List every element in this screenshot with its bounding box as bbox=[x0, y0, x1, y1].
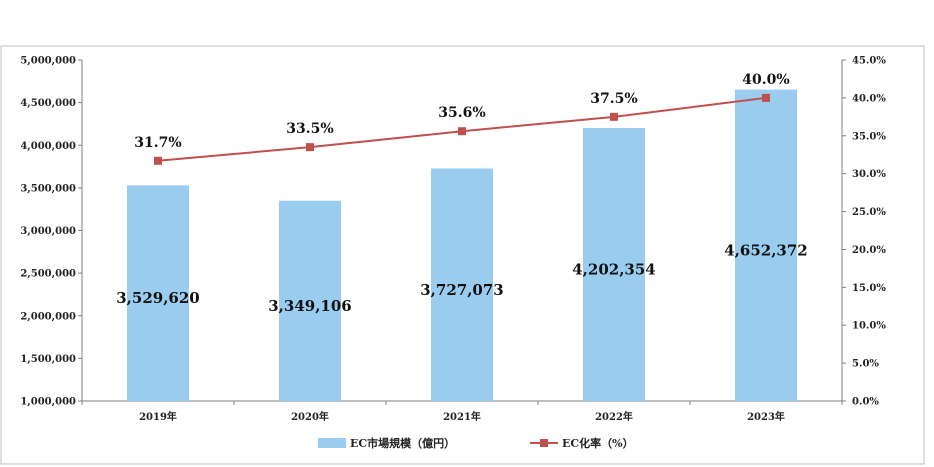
line-data-label: 33.5% bbox=[286, 121, 333, 137]
left-tick-label: 2,500,000 bbox=[20, 269, 76, 280]
left-tick-label: 4,000,000 bbox=[20, 141, 76, 152]
left-tick-label: 5,000,000 bbox=[20, 56, 76, 67]
legend: EC市場規模（億円） EC化率（%） bbox=[318, 436, 634, 450]
bar bbox=[279, 200, 341, 401]
right-tick-label: 35.0% bbox=[852, 131, 886, 142]
bar bbox=[431, 168, 493, 401]
bar bbox=[127, 185, 189, 401]
bar bbox=[583, 127, 645, 401]
line-point bbox=[458, 127, 466, 136]
line-data-label: 35.6% bbox=[438, 105, 485, 121]
right-tick-label: 0.0% bbox=[852, 397, 879, 408]
right-tick-label: 25.0% bbox=[852, 207, 886, 218]
x-tick-label: 2023年 bbox=[747, 410, 785, 423]
right-tick-label: 40.0% bbox=[852, 93, 886, 104]
labels-layer: 3,529,620 3,349,106 3,727,073 4,202,354 4,65… bbox=[116, 72, 808, 315]
x-tick-label: 2020年 bbox=[291, 410, 329, 423]
legend-line-marker bbox=[540, 439, 548, 447]
line-point bbox=[762, 93, 770, 102]
right-tick-label: 15.0% bbox=[852, 283, 886, 294]
left-tick-label: 1,000,000 bbox=[20, 397, 76, 408]
bars-layer bbox=[127, 89, 797, 401]
axes-layer: 1,000,000 1,500,000 2,000,000 2,500,000 3,00… bbox=[20, 56, 886, 424]
line-point bbox=[610, 112, 618, 121]
line-data-label: 40.0% bbox=[742, 72, 789, 88]
line-layer bbox=[154, 93, 770, 165]
bar-data-label: 3,727,073 bbox=[420, 281, 504, 299]
line-data-label: 31.7% bbox=[134, 135, 181, 151]
legend-bar-label: EC市場規模（億円） bbox=[350, 436, 455, 450]
bar-data-label: 4,202,354 bbox=[572, 260, 656, 278]
left-tick-label: 2,000,000 bbox=[20, 311, 76, 322]
left-tick-label: 1,500,000 bbox=[20, 354, 76, 365]
legend-line-label: EC化率（%） bbox=[562, 436, 634, 450]
left-tick-label: 3,000,000 bbox=[20, 226, 76, 237]
line-data-label: 37.5% bbox=[590, 91, 637, 107]
right-tick-label: 20.0% bbox=[852, 245, 886, 256]
bar bbox=[735, 89, 797, 401]
bar-data-label: 3,349,106 bbox=[268, 297, 352, 315]
line-point bbox=[306, 143, 314, 152]
left-tick-label: 4,500,000 bbox=[20, 98, 76, 109]
line-point bbox=[154, 156, 162, 165]
bar-data-label: 4,652,372 bbox=[724, 241, 808, 259]
right-tick-label: 45.0% bbox=[852, 56, 886, 67]
legend-bar-swatch bbox=[318, 438, 346, 448]
bar-data-label: 3,529,620 bbox=[116, 289, 200, 307]
x-tick-label: 2021年 bbox=[443, 410, 481, 423]
x-tick-label: 2022年 bbox=[595, 410, 633, 423]
right-tick-label: 30.0% bbox=[852, 169, 886, 180]
x-tick-label: 2019年 bbox=[139, 410, 177, 423]
right-tick-label: 10.0% bbox=[852, 321, 886, 332]
left-tick-label: 3,500,000 bbox=[20, 183, 76, 194]
right-tick-label: 5.0% bbox=[852, 359, 879, 370]
